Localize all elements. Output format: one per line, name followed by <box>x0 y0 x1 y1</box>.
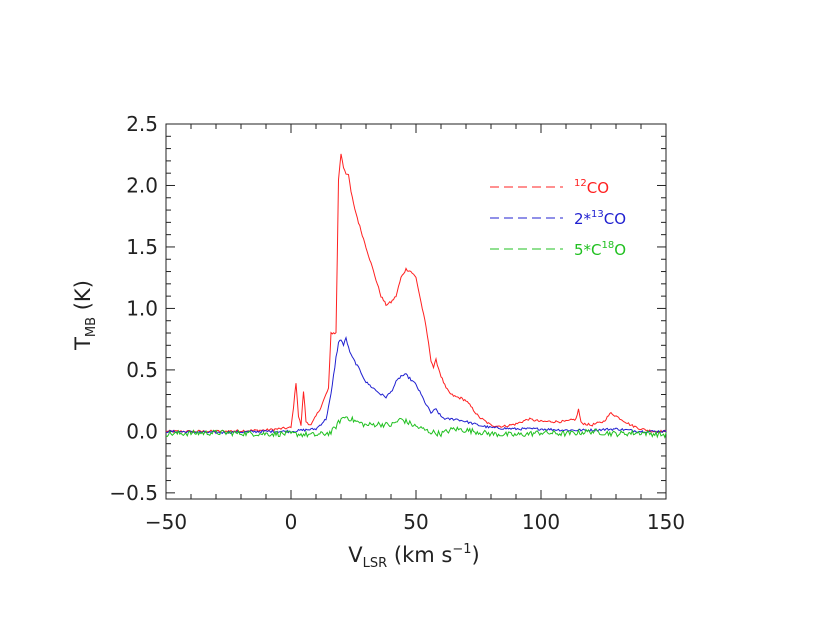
legend: 12CO 2*13CO 5*C18O <box>490 178 626 259</box>
x-axis-ticks: −50 0 50 100 150 <box>145 124 685 534</box>
y-tick-label: 0.0 <box>126 419 158 443</box>
x-axis-label-rest: (km s <box>387 543 452 567</box>
series-line-1 <box>165 336 667 435</box>
x-tick-label: 50 <box>403 510 428 534</box>
y-axis-label: TMB (K) <box>71 280 99 351</box>
y-tick-label: 1.0 <box>126 296 158 320</box>
y-tick-label: 0.5 <box>126 358 158 382</box>
y-tick-label: 1.5 <box>126 235 158 259</box>
x-tick-label: −50 <box>145 510 187 534</box>
x-axis-label-sub: LSR <box>363 556 388 571</box>
y-tick-label: −0.5 <box>109 481 158 505</box>
series-layer <box>165 153 667 439</box>
x-axis-label: VLSR (km s−1) <box>348 542 479 571</box>
legend-label: 12CO <box>574 178 609 197</box>
y-axis-label-sub: MB <box>84 317 99 337</box>
x-axis-label-sup: −1 <box>452 542 471 557</box>
y-tick-label: 2.5 <box>126 112 158 136</box>
y-axis-label-rest: (K) <box>71 280 95 317</box>
y-tick-label: 2.0 <box>126 173 158 197</box>
x-tick-label: 0 <box>285 510 298 534</box>
y-axis-label-main: T <box>71 337 95 351</box>
series-line-2 <box>165 415 667 439</box>
x-tick-label: 150 <box>647 510 685 534</box>
y-axis-ticks: −0.5 0.0 0.5 1.0 1.5 2.0 2.5 <box>109 112 666 505</box>
x-tick-label: 100 <box>522 510 560 534</box>
x-axis-label-main: V <box>348 543 363 567</box>
legend-label: 2*13CO <box>574 209 626 228</box>
legend-label: 5*C18O <box>574 240 626 259</box>
x-axis-label-end: ) <box>471 543 479 567</box>
